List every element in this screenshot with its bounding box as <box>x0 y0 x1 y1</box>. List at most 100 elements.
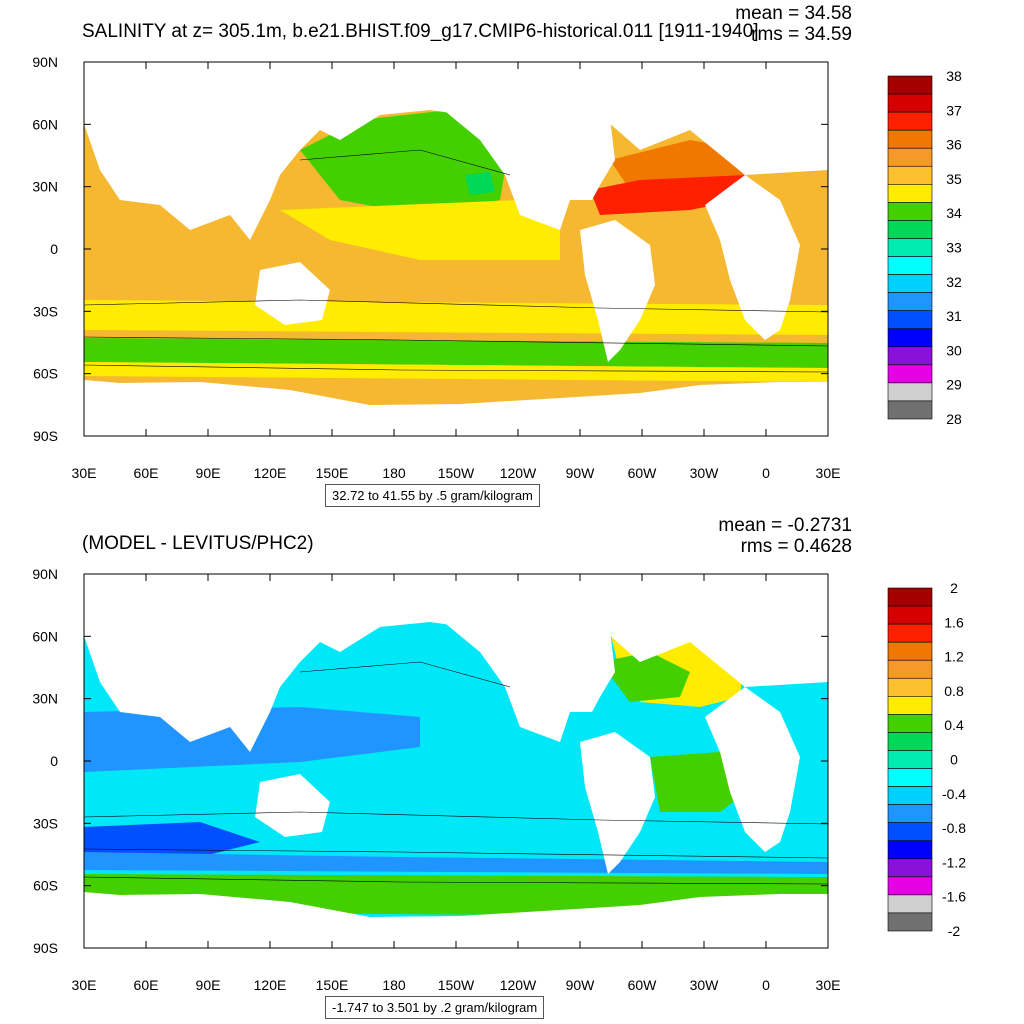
colorbar-swatch <box>887 677 933 697</box>
africa-land <box>705 687 800 852</box>
north-pacific-core <box>465 172 495 195</box>
colorbar-label: 0.4 <box>944 717 964 733</box>
colorbar-swatch <box>887 876 933 896</box>
x-tick-label: 30E <box>816 465 841 481</box>
colorbar-swatch <box>887 750 933 769</box>
africa-land <box>705 175 800 340</box>
colorbar-swatch <box>887 111 933 131</box>
colorbar-swatch <box>887 364 933 384</box>
colorbar-swatch <box>887 804 933 823</box>
contour-line <box>83 336 829 347</box>
y-tick-label: 60S <box>33 366 58 382</box>
y-tick-label: 90N <box>32 54 58 70</box>
colorbar-swatch <box>887 274 933 293</box>
south-indian-band <box>84 822 260 857</box>
contour-line <box>83 299 829 313</box>
contour-line <box>299 149 511 176</box>
salinity-panel: SALINITY at z= 305.1m, b.e21.BHIST.f09_g… <box>32 3 962 507</box>
colorbar-swatch <box>887 623 933 643</box>
mean-stat: mean = 34.58 <box>735 3 852 24</box>
south-america-land <box>580 220 655 362</box>
colorbar-label: 33 <box>946 240 962 256</box>
x-tick-label: 120W <box>500 977 537 993</box>
colorbar-label: 35 <box>946 171 962 187</box>
antarctica-land <box>84 892 828 948</box>
colorbar-swatch <box>887 605 933 625</box>
colorbar-label: -0.8 <box>942 820 966 836</box>
x-tick-label: 30W <box>690 465 720 481</box>
asia-europe-land <box>84 62 828 240</box>
contour-line <box>299 661 511 688</box>
colorbar-swatch <box>887 310 933 330</box>
y-tick-label: 30N <box>32 691 58 707</box>
colorbar-swatch <box>887 822 933 842</box>
colorbar-swatch <box>887 129 933 149</box>
colorbar-swatch <box>887 184 933 203</box>
colorbar-label: 2 <box>950 580 958 596</box>
colorbar-swatch <box>887 382 933 402</box>
colorbar-label: 1.6 <box>944 614 964 630</box>
colorbar-swatch <box>887 220 933 239</box>
colorbar-swatch <box>887 147 933 167</box>
colorbar-swatch <box>887 93 933 113</box>
contour-line <box>83 848 829 859</box>
colorbar-swatch <box>887 641 933 661</box>
x-tick-label: 150E <box>316 465 349 481</box>
chart-title: (MODEL - LEVITUS/PHC2) <box>82 533 314 554</box>
southern-ocean-mid-band <box>84 852 828 874</box>
colorbar-label: 31 <box>946 308 962 324</box>
x-tick-label: 90W <box>566 977 596 993</box>
x-tick-label: 0 <box>762 977 770 993</box>
colorbar-label: -2 <box>948 923 961 939</box>
x-tick-label: 60W <box>628 465 658 481</box>
x-tick-label: 60E <box>134 977 159 993</box>
colorbar-label: 29 <box>946 377 962 393</box>
contour-line <box>83 876 829 885</box>
rms-stat: rms = 0.4628 <box>740 536 852 557</box>
antarctica-land <box>84 380 828 436</box>
y-tick-label: 30N <box>32 179 58 195</box>
y-tick-label: 60S <box>33 878 58 894</box>
colorbar-swatch <box>887 768 933 787</box>
colorbar-label: 38 <box>946 68 962 84</box>
difference-panel: (MODEL - LEVITUS/PHC2) mean = -0.2731 rm… <box>0 512 1024 1024</box>
colorbar-swatch <box>887 328 933 348</box>
contour-info-box: -1.747 to 3.501 by .2 gram/kilogram <box>325 996 545 1019</box>
gulf-stream-anomaly <box>600 652 690 702</box>
colorbar-label: -1.6 <box>942 889 966 905</box>
colorbar-swatch <box>887 894 933 914</box>
x-tick-label: 120E <box>254 977 287 993</box>
x-tick-label: 60E <box>134 465 159 481</box>
x-tick-label: 150E <box>316 977 349 993</box>
x-tick-label: 30E <box>72 977 97 993</box>
colorbar-label: 28 <box>946 411 962 427</box>
contour-line <box>83 364 829 373</box>
y-tick-label: 0 <box>50 753 58 769</box>
colorbar-swatch <box>887 912 933 932</box>
australia-land <box>255 774 330 837</box>
colorbar-label: -1.2 <box>942 854 966 870</box>
contour-line <box>83 811 829 825</box>
colorbar-swatch <box>887 346 933 366</box>
north-america-land <box>395 70 615 230</box>
mean-stat: mean = -0.2731 <box>718 515 852 536</box>
y-tick-label: 90S <box>33 940 58 956</box>
colorbar-swatch <box>887 858 933 878</box>
colorbar-swatch <box>887 256 933 275</box>
y-tick-label: 60N <box>32 628 58 644</box>
y-tick-label: 90N <box>32 566 58 582</box>
x-tick-label: 120W <box>500 465 537 481</box>
colorbar-label: 0 <box>950 752 958 768</box>
y-tick-label: 90S <box>33 428 58 444</box>
australia-land <box>255 262 330 325</box>
x-tick-label: 90W <box>566 465 596 481</box>
x-tick-label: 90E <box>196 465 221 481</box>
south-america-land <box>580 732 655 874</box>
x-tick-label: 90E <box>196 977 221 993</box>
colorbar-swatch <box>887 786 933 805</box>
x-tick-label: 30W <box>690 977 720 993</box>
rms-stat: rms = 34.59 <box>751 24 852 45</box>
colorbar-swatch <box>887 696 933 715</box>
salinity-map: 30E 60E 90E 120E 150E 180 150W 120W 90W 60W 30W 0 30… <box>32 54 962 481</box>
x-tick-label: 120E <box>254 465 287 481</box>
